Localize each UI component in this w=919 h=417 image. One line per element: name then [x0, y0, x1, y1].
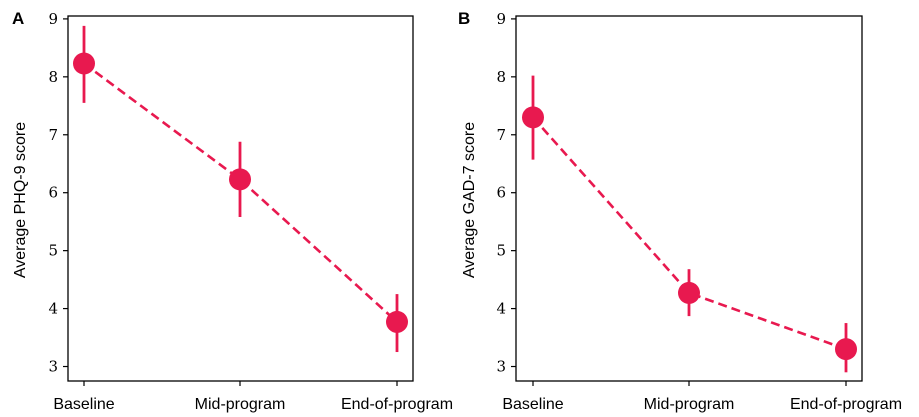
panel-a-y-tick-label: 4	[48, 300, 58, 318]
panel-a-y-tick-label: 9	[48, 10, 58, 28]
panel-b-data-point	[678, 281, 700, 304]
panel-b-x-ticks: Baseline Mid-program End-of-program	[502, 381, 902, 413]
panel-a-y-tick-label: 5	[48, 242, 58, 260]
panel-a-y-tick-label: 6	[48, 184, 58, 202]
panel-b-x-tick-label: Mid-program	[644, 396, 735, 413]
panel-a-data-point	[229, 168, 251, 191]
panel-b-y-tick-label: 3	[496, 358, 506, 376]
panel-b-plot-frame	[515, 15, 863, 382]
panel-b-data-point	[522, 106, 544, 129]
panel-b-series-line	[532, 116, 847, 351]
panel-a-series-line	[83, 62, 398, 323]
panel-b-y-tick-label: 7	[496, 126, 506, 144]
panel-b-label: B	[458, 9, 470, 28]
panel-b-y-axis-label: Average GAD-7 score	[461, 122, 478, 278]
panel-b-x-tick-label: End-of-program	[790, 396, 902, 413]
panel-b-series	[522, 75, 857, 373]
panel-a-x-tick-label: Mid-program	[195, 396, 286, 413]
panel-a-series	[73, 25, 408, 353]
panel-b-data-point	[835, 338, 857, 361]
panel-a-x-ticks: Baseline Mid-program End-of-program	[53, 381, 453, 413]
panel-b-x-tick-label: Baseline	[502, 396, 563, 413]
panel-a-y-tick-label: 8	[48, 68, 58, 86]
panel-a-data-point	[73, 52, 95, 75]
panel-a-x-tick-label: Baseline	[53, 396, 114, 413]
panel-b-y-ticks: 3 4 5 6 7 8 9	[496, 10, 516, 376]
panel-a-y-tick-label: 7	[48, 126, 58, 144]
panel-a-y-tick-label: 3	[48, 358, 58, 376]
panel-b-y-tick-label: 4	[496, 300, 506, 318]
panel-a-label: A	[12, 9, 24, 28]
panel-a-x-tick-label: End-of-program	[341, 396, 453, 413]
panel-b-y-tick-label: 9	[496, 10, 506, 28]
panel-a-y-ticks: 3 4 5 6 7 8 9	[48, 10, 68, 376]
panel-a: A Average PHQ-9 score 3 4 5 6 7 8 9 Baseline Mi…	[12, 9, 453, 413]
panel-a-data-point	[386, 310, 408, 333]
panel-b-y-tick-label: 6	[496, 184, 506, 202]
panel-b-y-tick-label: 5	[496, 242, 506, 260]
panel-b: B Average GAD-7 score 3 4 5 6 7 8 9 Baseline Mi…	[458, 9, 902, 413]
panel-b-y-tick-label: 8	[496, 68, 506, 86]
panel-a-y-axis-label: Average PHQ-9 score	[12, 122, 29, 278]
